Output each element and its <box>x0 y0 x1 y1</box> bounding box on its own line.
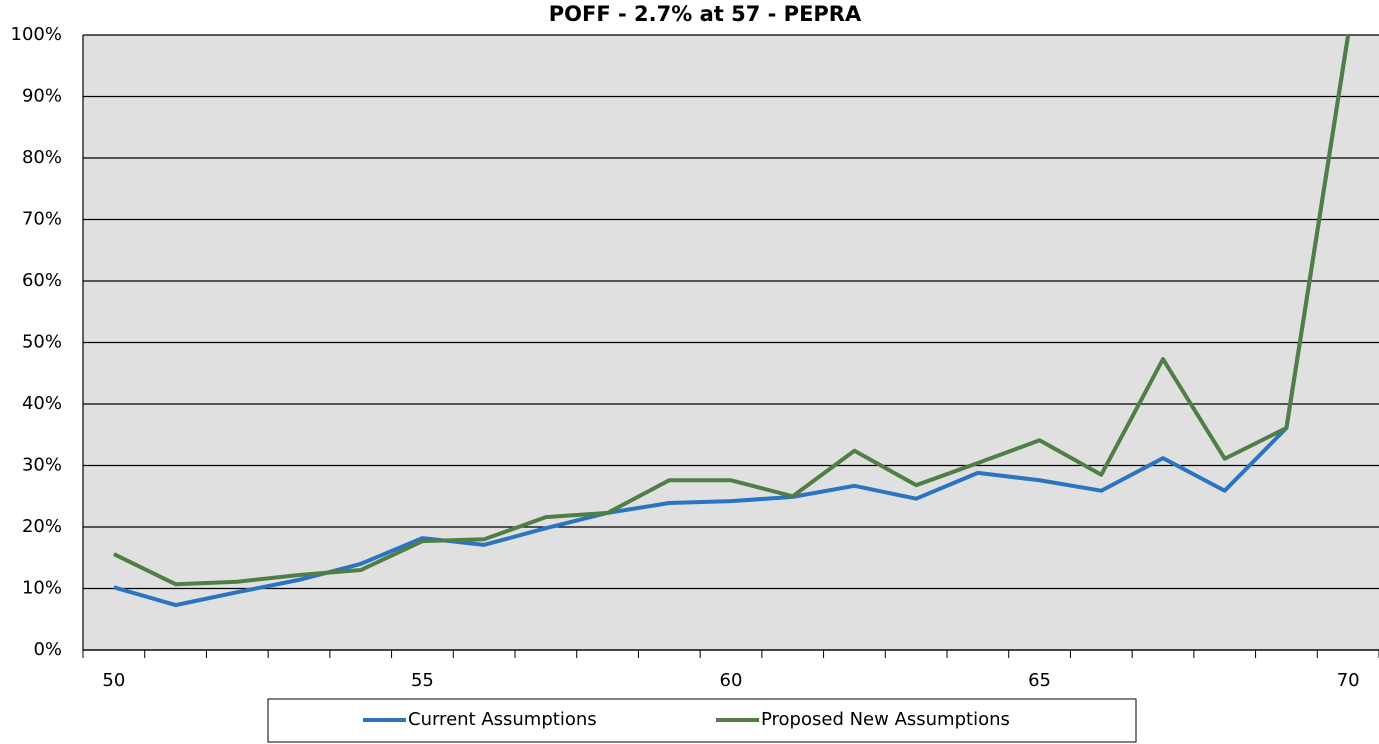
x-tick-label: 55 <box>411 670 434 691</box>
x-tick-label: 65 <box>1028 670 1051 691</box>
y-tick-label: 10% <box>22 578 62 599</box>
chart-title: POFF - 2.7% at 57 - PEPRA <box>549 2 862 26</box>
y-tick-label: 90% <box>22 86 62 107</box>
y-tick-label: 60% <box>22 270 62 291</box>
x-tick-label: 60 <box>720 670 743 691</box>
y-tick-label: 40% <box>22 393 62 414</box>
y-tick-label: 70% <box>22 209 62 230</box>
y-tick-label: 30% <box>22 455 62 476</box>
y-tick-label: 50% <box>22 332 62 353</box>
y-tick-label: 80% <box>22 147 62 168</box>
y-tick-label: 20% <box>22 516 62 537</box>
y-tick-label: 100% <box>11 24 62 45</box>
legend-label: Proposed New Assumptions <box>761 709 1010 730</box>
legend-label: Current Assumptions <box>408 709 597 730</box>
legend <box>267 698 1137 743</box>
series-line <box>112 34 1351 587</box>
x-tick-label: 70 <box>1337 670 1360 691</box>
x-tick-label: 50 <box>102 670 125 691</box>
y-tick-label: 0% <box>33 639 62 660</box>
